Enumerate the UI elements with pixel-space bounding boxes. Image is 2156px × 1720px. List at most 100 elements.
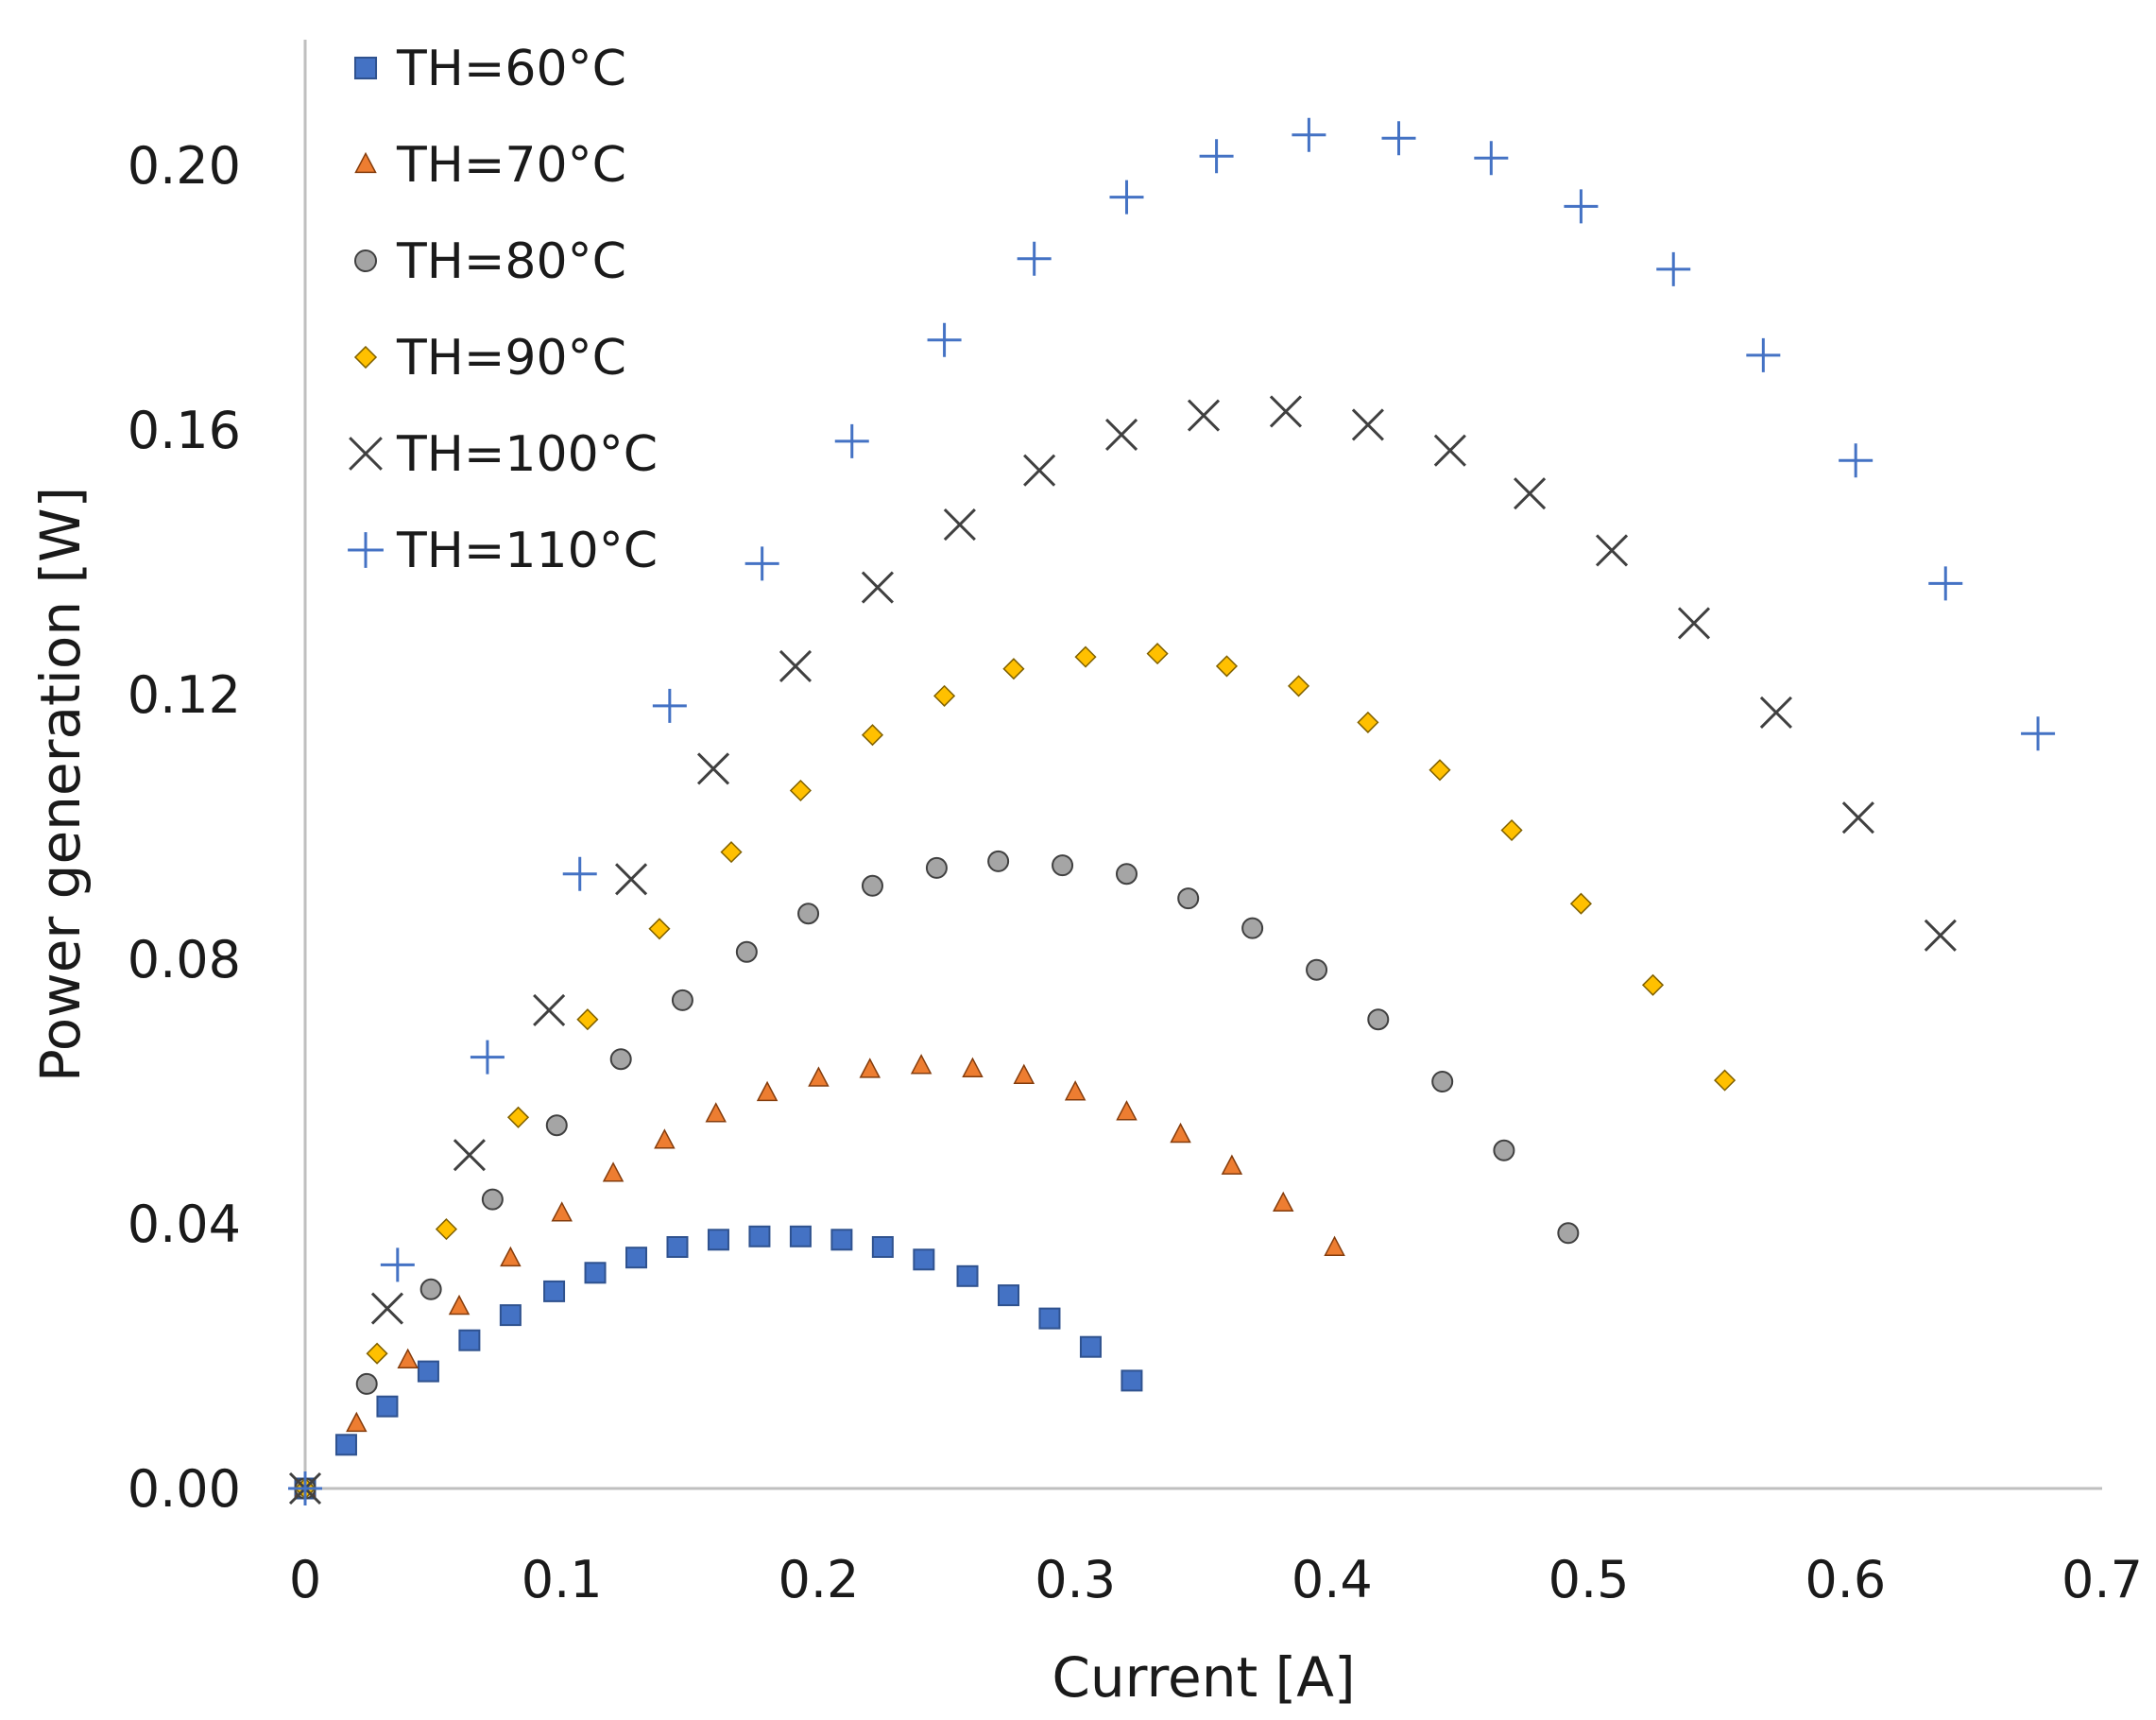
legend-label: TH=110°C <box>396 523 658 579</box>
data-point <box>615 863 648 896</box>
data-point <box>652 688 687 723</box>
data-point <box>1079 1335 1102 1358</box>
x-tick-label: 0.6 <box>1805 1550 1886 1609</box>
data-point <box>625 1247 648 1269</box>
data-point <box>927 322 962 357</box>
data-point <box>288 1471 322 1505</box>
data-point <box>1215 655 1239 678</box>
data-point <box>609 1048 632 1071</box>
data-point <box>1928 566 1963 601</box>
y-tick-label: 0.12 <box>128 665 241 725</box>
data-point <box>1595 534 1629 567</box>
legend-marker-diamond <box>353 345 378 370</box>
data-point <box>756 1080 779 1102</box>
data-point <box>500 1246 522 1267</box>
data-point <box>1104 418 1138 451</box>
data-point <box>1714 1069 1737 1092</box>
legend-item: TH=70°C <box>354 137 626 194</box>
data-point <box>987 850 1010 872</box>
y-tick-label: 0.08 <box>128 930 241 989</box>
data-point <box>1115 863 1138 886</box>
data-points <box>288 117 2056 1505</box>
data-point <box>545 1114 568 1137</box>
data-point <box>1199 139 1234 174</box>
data-point <box>1002 658 1025 680</box>
data-point <box>797 903 820 925</box>
data-point <box>1074 645 1097 668</box>
y-tick-label: 0.16 <box>128 401 241 460</box>
data-point <box>1292 117 1326 152</box>
legend-label: TH=60°C <box>396 41 626 97</box>
data-point <box>720 841 743 864</box>
data-point <box>1514 477 1547 510</box>
data-point <box>380 1247 415 1282</box>
x-tick-label: 0.1 <box>522 1550 603 1609</box>
y-tick-label: 0.20 <box>128 136 241 196</box>
series-th-5 <box>288 395 1957 1505</box>
data-point <box>1324 1235 1345 1256</box>
series-th-6 <box>288 117 2056 1505</box>
data-point <box>913 1248 935 1271</box>
y-tick-label: 0.00 <box>128 1459 241 1519</box>
data-point <box>1269 395 1303 428</box>
data-point <box>346 1411 368 1433</box>
legend-marker-triangle <box>354 151 377 174</box>
data-point <box>584 1262 607 1284</box>
data-point <box>1564 189 1599 224</box>
legend-marker-circle <box>353 249 378 273</box>
data-point <box>1924 919 1957 952</box>
data-point <box>1177 887 1200 910</box>
data-point <box>925 856 948 879</box>
data-point <box>1272 1191 1294 1213</box>
legend-label: TH=80°C <box>396 233 626 290</box>
data-point <box>748 1225 771 1247</box>
x-tick-label: 0.2 <box>778 1550 859 1609</box>
legend-item: TH=110°C <box>348 523 658 579</box>
data-point <box>654 1128 676 1149</box>
data-point <box>417 1360 439 1383</box>
data-point <box>533 993 566 1026</box>
data-point <box>376 1395 399 1418</box>
data-point <box>1656 251 1691 286</box>
x-tick-label: 0.5 <box>1549 1550 1630 1609</box>
data-point <box>562 856 597 891</box>
legend-marker-plus <box>348 532 384 568</box>
data-point <box>1038 1307 1061 1330</box>
axes <box>303 40 2102 1490</box>
data-point <box>789 779 812 802</box>
data-point <box>1287 675 1310 697</box>
data-point <box>1023 454 1056 487</box>
data-point <box>1064 1080 1087 1101</box>
data-point <box>334 1434 357 1456</box>
data-point <box>506 1106 530 1128</box>
data-point <box>1759 696 1792 729</box>
data-point <box>956 1264 979 1287</box>
data-point <box>355 1372 378 1395</box>
legend-marker-x <box>349 437 383 471</box>
data-point <box>1121 1369 1143 1392</box>
data-point <box>744 546 779 581</box>
data-point <box>1367 1008 1390 1031</box>
data-point <box>453 1139 486 1172</box>
data-point <box>435 1218 458 1241</box>
data-point <box>448 1294 471 1316</box>
data-point <box>705 1102 727 1123</box>
data-point <box>834 423 869 458</box>
tick-labels: 0 0.1 0.2 0.3 0.4 0.5 0.6 0.7 0.00 0.04 0.08 0.12 0.… <box>128 136 2143 1609</box>
legend: TH=60°C TH=70°C TH=80°C TH=90°C TH=100°C TH=1… <box>348 41 658 579</box>
data-point <box>779 649 813 682</box>
legend-item: TH=90°C <box>353 330 626 387</box>
data-point <box>551 1201 573 1222</box>
data-point <box>1146 643 1169 665</box>
series-th-4 <box>294 643 1737 1500</box>
data-point <box>543 1280 566 1302</box>
data-point <box>707 1229 729 1251</box>
data-point <box>962 1057 984 1077</box>
legend-label: TH=70°C <box>396 137 626 194</box>
data-point <box>808 1066 830 1087</box>
data-point <box>861 874 883 897</box>
data-point <box>1221 1154 1243 1175</box>
data-point <box>458 1329 481 1351</box>
data-point <box>397 1348 419 1368</box>
